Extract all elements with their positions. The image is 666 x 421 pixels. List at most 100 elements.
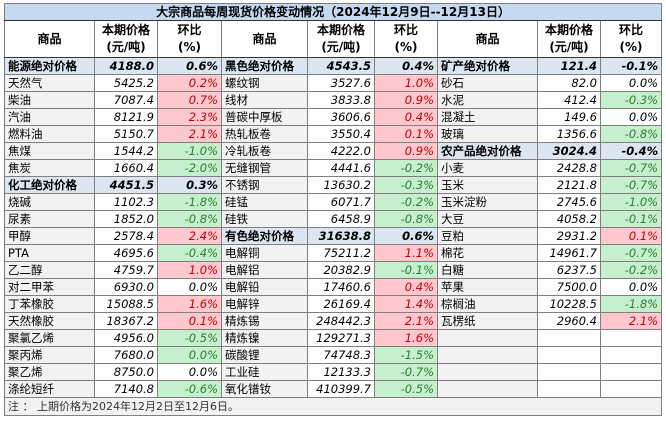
price-cell: 3606.6: [307, 108, 375, 126]
commodity-name-cell: 焦煤: [4, 142, 95, 160]
change-cell: 0.0%: [157, 346, 222, 364]
price-cell: 4695.6: [94, 244, 158, 262]
price-cell: 7500.0: [537, 278, 601, 296]
header-commodity: 商品: [221, 20, 308, 58]
change-cell: [599, 380, 663, 398]
change-cell: 0.6%: [157, 57, 222, 75]
price-cell: 12133.3: [307, 363, 375, 381]
change-cell: 2.4%: [157, 227, 222, 245]
change-cell: 0.9%: [374, 91, 438, 109]
table-title: 大宗商品每周现货价格变动情况（2024年12月9日--12月13日）: [3, 3, 663, 21]
price-cell: 13630.2: [307, 176, 375, 194]
commodity-name-cell: 瓦楞纸: [437, 312, 538, 330]
change-cell: [599, 363, 663, 381]
commodity-name-cell: [437, 380, 538, 398]
commodity-name-cell: PTA: [4, 244, 95, 262]
change-cell: 0.3%: [157, 176, 222, 194]
table-row: 天然气 5425.2 0.2% 螺纹钢 3527.6 1.0% 砂石 82.0 0.0%: [4, 74, 663, 92]
change-cell: -1.5%: [374, 346, 438, 364]
change-cell: -1.0%: [599, 193, 663, 211]
price-cell: 149.6: [537, 108, 601, 126]
price-cell: 15088.5: [94, 295, 158, 313]
table-row: 燃料油 5150.7 2.1% 热轧板卷 3550.4 0.1% 玻璃 1356.6 -0.8%: [4, 125, 663, 143]
commodity-name-cell: 水泥: [437, 91, 538, 109]
table-row: 焦炭 1660.4 -2.0% 无缝钢管 4441.6 -0.2% 小麦 2428.8 -0.7…: [4, 159, 663, 177]
change-cell: -1.8%: [157, 193, 222, 211]
commodity-name-cell: 冷轧板卷: [221, 142, 308, 160]
category-name-cell: 矿产绝对价格: [437, 57, 538, 75]
price-cell: 1356.6: [537, 125, 601, 143]
table-row: 汽油 8121.9 2.3% 普碳中厚板 3606.6 0.4% 混凝土 149.6 0.0%: [4, 108, 663, 126]
change-cell: -0.6%: [157, 380, 222, 398]
price-cell: 4451.5: [94, 176, 158, 194]
commodity-name-cell: 甲醇: [4, 227, 95, 245]
price-cell: 129271.3: [307, 329, 375, 347]
change-cell: [599, 329, 663, 347]
price-cell: [537, 329, 601, 347]
change-cell: [599, 346, 663, 364]
change-cell: -0.8%: [599, 125, 663, 143]
price-cell: 2428.8: [537, 159, 601, 177]
commodity-name-cell: 汽油: [4, 108, 95, 126]
change-cell: 0.1%: [157, 312, 222, 330]
commodity-name-cell: 玻璃: [437, 125, 538, 143]
price-cell: 7087.4: [94, 91, 158, 109]
header-change: 环比 (%): [599, 20, 663, 58]
change-cell: 2.1%: [374, 312, 438, 330]
commodity-name-cell: 白糖: [437, 261, 538, 279]
commodity-name-cell: 普碳中厚板: [221, 108, 308, 126]
change-cell: 0.4%: [374, 108, 438, 126]
change-cell: -0.2%: [374, 159, 438, 177]
commodity-name-cell: 电解锌: [221, 295, 308, 313]
category-name-cell: 黑色绝对价格: [221, 57, 308, 75]
price-cell: 2578.4: [94, 227, 158, 245]
price-cell: 10228.5: [537, 295, 601, 313]
price-cell: 6930.0: [94, 278, 158, 296]
price-cell: [537, 346, 601, 364]
change-cell: -0.3%: [374, 176, 438, 194]
commodity-name-cell: 大豆: [437, 210, 538, 228]
price-cell: 3550.4: [307, 125, 375, 143]
commodity-name-cell: 丁苯橡胶: [4, 295, 95, 313]
price-cell: [537, 380, 601, 398]
commodity-name-cell: 对二甲苯: [4, 278, 95, 296]
commodity-name-cell: 热轧板卷: [221, 125, 308, 143]
change-cell: -0.2%: [599, 261, 663, 279]
price-cell: 4188.0: [94, 57, 158, 75]
change-cell: 1.0%: [374, 74, 438, 92]
price-cell: 2931.2: [537, 227, 601, 245]
table-row: 焦煤 1544.2 -1.0% 冷轧板卷 4222.0 0.9% 农产品绝对价格 3024.4…: [4, 142, 663, 160]
category-name-cell: 有色绝对价格: [221, 227, 308, 245]
change-cell: 2.3%: [157, 108, 222, 126]
price-cell: 6237.5: [537, 261, 601, 279]
category-name-cell: 化工绝对价格: [4, 176, 95, 194]
price-cell: 4441.6: [307, 159, 375, 177]
change-cell: -0.7%: [599, 176, 663, 194]
commodity-name-cell: 砂石: [437, 74, 538, 92]
change-cell: -0.5%: [374, 380, 438, 398]
price-cell: 2960.4: [537, 312, 601, 330]
commodity-name-cell: 天然气: [4, 74, 95, 92]
commodity-name-cell: 聚氯乙烯: [4, 329, 95, 347]
table-row: 能源绝对价格 4188.0 0.6% 黑色绝对价格 4543.5 0.4% 矿产绝对价格 12…: [4, 57, 663, 75]
commodity-name-cell: 涤纶短纤: [4, 380, 95, 398]
change-cell: -0.1%: [599, 210, 663, 228]
commodity-name-cell: 线材: [221, 91, 308, 109]
price-cell: 410399.7: [307, 380, 375, 398]
commodity-name-cell: 焦炭: [4, 159, 95, 177]
price-cell: 5425.2: [94, 74, 158, 92]
change-cell: -0.7%: [599, 244, 663, 262]
commodity-name-cell: 天然橡胶: [4, 312, 95, 330]
header-price: 本期价格 (元/吨): [94, 20, 158, 58]
header-price: 本期价格 (元/吨): [537, 20, 601, 58]
commodity-name-cell: 玉米淀粉: [437, 193, 538, 211]
change-cell: -0.1%: [374, 261, 438, 279]
price-cell: 4956.0: [94, 329, 158, 347]
commodity-name-cell: 尿素: [4, 210, 95, 228]
category-name-cell: 农产品绝对价格: [437, 142, 538, 160]
header-commodity: 商品: [437, 20, 538, 58]
commodity-name-cell: 棕榈油: [437, 295, 538, 313]
header-change: 环比 (%): [157, 20, 222, 58]
change-cell: 0.4%: [374, 57, 438, 75]
price-cell: 74748.3: [307, 346, 375, 364]
